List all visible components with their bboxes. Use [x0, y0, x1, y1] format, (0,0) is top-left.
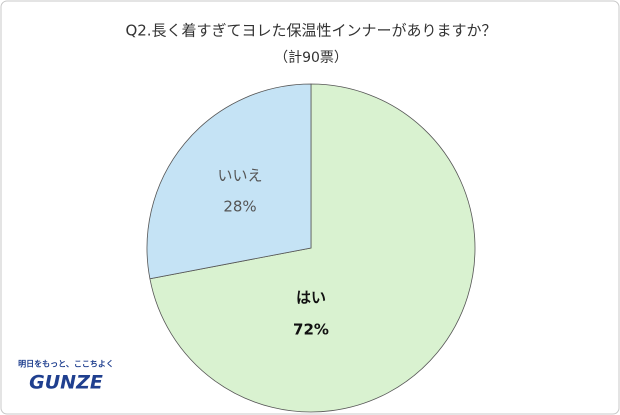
chart-title: Q2.長く着すぎてヨレた保温性インナーがありますか？: [125, 22, 496, 40]
slice-value: 28%: [223, 198, 256, 216]
chart-subtitle: （計90票）: [274, 50, 348, 66]
logo-name: GUNZE: [29, 372, 103, 394]
slice-label: はい: [296, 289, 326, 307]
pie-slice: [146, 83, 312, 280]
slice-value: 72%: [293, 321, 329, 339]
slice-label: いいえ: [217, 167, 262, 185]
pie: はい 72% いいえ 28%: [146, 83, 476, 413]
pie-slice: [149, 83, 476, 413]
logo-tagline: 明日をもっと、ここちよく: [18, 360, 114, 369]
